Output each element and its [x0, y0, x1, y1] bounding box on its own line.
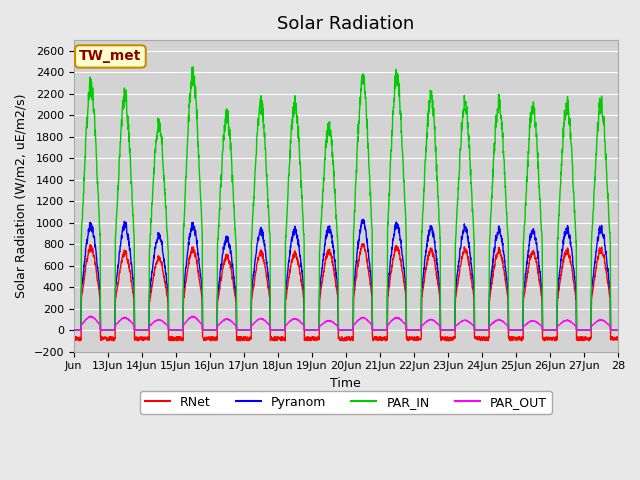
X-axis label: Time: Time — [330, 377, 361, 390]
Pyranom — [379, 327, 387, 333]
PAR_OUT — [242, 327, 250, 333]
PAR_OUT — [70, 327, 77, 333]
RNet — [510, 336, 518, 342]
PAR_OUT — [541, 327, 548, 333]
RNet — [607, 336, 614, 342]
PAR_OUT — [510, 327, 518, 333]
Y-axis label: Solar Radiation (W/m2, uE/m2/s): Solar Radiation (W/m2, uE/m2/s) — [15, 94, 28, 298]
PAR_OUT — [614, 327, 621, 333]
Pyranom — [541, 327, 548, 333]
RNet — [124, 261, 132, 267]
PAR_IN — [124, 127, 132, 133]
RNet — [614, 337, 621, 343]
PAR_IN — [189, 64, 197, 70]
RNet — [484, 338, 492, 344]
RNet — [379, 337, 387, 343]
RNet — [359, 241, 367, 247]
Line: PAR_OUT: PAR_OUT — [74, 316, 618, 330]
PAR_OUT — [379, 327, 387, 333]
Line: PAR_IN: PAR_IN — [74, 67, 618, 330]
PAR_IN — [242, 327, 250, 333]
RNet — [541, 337, 548, 343]
PAR_OUT — [86, 313, 94, 319]
Text: TW_met: TW_met — [79, 49, 141, 63]
PAR_OUT — [607, 323, 614, 329]
RNet — [242, 334, 250, 339]
PAR_OUT — [125, 317, 132, 323]
Pyranom — [510, 327, 518, 333]
Pyranom — [124, 237, 132, 243]
PAR_IN — [379, 327, 387, 333]
PAR_IN — [607, 240, 614, 246]
PAR_IN — [510, 327, 518, 333]
Pyranom — [70, 327, 77, 333]
Pyranom — [607, 288, 614, 294]
Pyranom — [614, 327, 621, 333]
Title: Solar Radiation: Solar Radiation — [277, 15, 415, 33]
Line: RNet: RNet — [74, 244, 618, 341]
PAR_IN — [614, 327, 621, 333]
Legend: RNet, Pyranom, PAR_IN, PAR_OUT: RNet, Pyranom, PAR_IN, PAR_OUT — [140, 391, 552, 414]
RNet — [70, 336, 77, 342]
PAR_IN — [541, 327, 548, 333]
Line: Pyranom: Pyranom — [74, 219, 618, 330]
PAR_IN — [70, 327, 77, 333]
Pyranom — [359, 216, 367, 222]
Pyranom — [242, 327, 250, 333]
